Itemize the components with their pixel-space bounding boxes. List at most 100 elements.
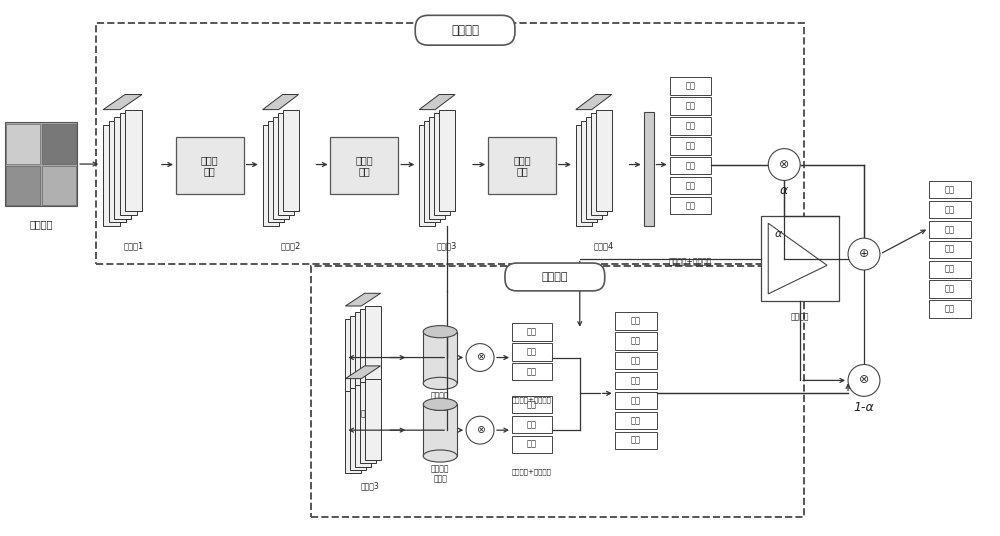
FancyBboxPatch shape xyxy=(512,323,552,340)
FancyBboxPatch shape xyxy=(6,124,40,164)
FancyBboxPatch shape xyxy=(103,125,120,226)
FancyBboxPatch shape xyxy=(360,309,376,391)
Circle shape xyxy=(848,238,880,270)
Text: 平均池化+全连接层: 平均池化+全连接层 xyxy=(512,468,552,475)
Polygon shape xyxy=(103,94,142,110)
Text: 厌恶: 厌恶 xyxy=(685,102,695,110)
FancyBboxPatch shape xyxy=(929,181,971,198)
FancyBboxPatch shape xyxy=(512,416,552,433)
Text: 通道注意
力模块: 通道注意 力模块 xyxy=(431,392,449,411)
FancyBboxPatch shape xyxy=(268,121,284,222)
FancyBboxPatch shape xyxy=(615,332,657,349)
Text: 注意力
模块: 注意力 模块 xyxy=(356,155,373,176)
Circle shape xyxy=(768,148,800,181)
Text: 1-α: 1-α xyxy=(854,401,874,414)
FancyBboxPatch shape xyxy=(512,343,552,361)
Text: 开心: 开心 xyxy=(945,245,955,254)
FancyBboxPatch shape xyxy=(355,385,371,466)
FancyBboxPatch shape xyxy=(360,382,376,464)
Text: 残差块4: 残差块4 xyxy=(594,242,614,251)
Text: 迭代次数: 迭代次数 xyxy=(791,312,809,321)
FancyBboxPatch shape xyxy=(42,124,76,164)
FancyBboxPatch shape xyxy=(415,16,515,45)
FancyBboxPatch shape xyxy=(345,391,361,473)
FancyBboxPatch shape xyxy=(350,316,366,397)
Ellipse shape xyxy=(423,450,457,462)
FancyBboxPatch shape xyxy=(591,114,607,215)
FancyBboxPatch shape xyxy=(670,197,711,214)
Text: 害怕: 害怕 xyxy=(631,356,641,365)
FancyBboxPatch shape xyxy=(120,114,137,215)
FancyBboxPatch shape xyxy=(670,98,711,115)
FancyBboxPatch shape xyxy=(644,112,654,226)
Text: 平均池化+全连接层: 平均池化+全连接层 xyxy=(512,396,552,403)
Text: 通道注意
力模块: 通道注意 力模块 xyxy=(431,464,449,483)
FancyBboxPatch shape xyxy=(670,157,711,175)
Text: 中性: 中性 xyxy=(685,201,695,210)
FancyBboxPatch shape xyxy=(512,396,552,413)
Ellipse shape xyxy=(423,325,457,338)
Text: 害怕: 害怕 xyxy=(527,347,537,356)
FancyBboxPatch shape xyxy=(615,392,657,410)
FancyBboxPatch shape xyxy=(355,312,371,394)
FancyBboxPatch shape xyxy=(176,137,244,195)
Text: 惊讶: 惊讶 xyxy=(945,285,955,294)
Text: 惊讶: 惊讶 xyxy=(631,416,641,425)
Text: 中性: 中性 xyxy=(527,440,537,449)
FancyBboxPatch shape xyxy=(488,137,556,195)
Text: 残差块2: 残差块2 xyxy=(280,242,301,251)
Text: 厌恶: 厌恶 xyxy=(631,337,641,345)
Text: 中性: 中性 xyxy=(631,436,641,445)
Text: 生气: 生气 xyxy=(685,81,695,91)
FancyBboxPatch shape xyxy=(423,404,457,456)
Text: ⊗: ⊗ xyxy=(476,352,484,362)
FancyBboxPatch shape xyxy=(596,110,612,211)
FancyBboxPatch shape xyxy=(434,114,450,215)
FancyBboxPatch shape xyxy=(581,121,597,222)
FancyBboxPatch shape xyxy=(6,166,40,205)
FancyBboxPatch shape xyxy=(586,117,602,219)
Text: 厌恶: 厌恶 xyxy=(945,205,955,214)
FancyBboxPatch shape xyxy=(42,166,76,205)
FancyBboxPatch shape xyxy=(365,378,381,460)
Text: 注意力
模块: 注意力 模块 xyxy=(201,155,219,176)
Text: 悲伤: 悲伤 xyxy=(631,396,641,405)
FancyBboxPatch shape xyxy=(929,260,971,278)
FancyBboxPatch shape xyxy=(615,431,657,449)
FancyBboxPatch shape xyxy=(419,125,435,226)
Text: 厌恶: 厌恶 xyxy=(527,400,537,409)
Text: 生气: 生气 xyxy=(631,316,641,325)
FancyBboxPatch shape xyxy=(512,436,552,453)
FancyBboxPatch shape xyxy=(125,110,142,211)
Text: 惊讶: 惊讶 xyxy=(685,181,695,190)
Text: 中性: 中性 xyxy=(945,304,955,314)
Circle shape xyxy=(466,344,494,371)
Ellipse shape xyxy=(423,398,457,411)
FancyBboxPatch shape xyxy=(505,263,605,291)
Text: 注意力
模块: 注意力 模块 xyxy=(513,155,531,176)
FancyBboxPatch shape xyxy=(278,114,294,215)
FancyBboxPatch shape xyxy=(114,117,131,219)
FancyBboxPatch shape xyxy=(423,332,457,383)
Text: 悲伤: 悲伤 xyxy=(945,265,955,274)
FancyBboxPatch shape xyxy=(283,110,299,211)
Text: 残差块1: 残差块1 xyxy=(124,242,144,251)
FancyBboxPatch shape xyxy=(429,117,445,219)
FancyBboxPatch shape xyxy=(424,121,440,222)
FancyBboxPatch shape xyxy=(512,363,552,381)
Text: 悲伤: 悲伤 xyxy=(685,161,695,170)
FancyBboxPatch shape xyxy=(929,201,971,218)
Text: 输入图像: 输入图像 xyxy=(30,219,53,229)
Text: ⊗: ⊗ xyxy=(779,158,789,170)
Text: 主干网络: 主干网络 xyxy=(451,24,479,37)
Polygon shape xyxy=(345,366,381,378)
FancyBboxPatch shape xyxy=(615,412,657,429)
Text: 残差块3: 残差块3 xyxy=(361,481,380,490)
FancyBboxPatch shape xyxy=(615,312,657,330)
Ellipse shape xyxy=(423,377,457,390)
Polygon shape xyxy=(576,94,612,110)
FancyBboxPatch shape xyxy=(615,372,657,389)
FancyBboxPatch shape xyxy=(929,221,971,238)
FancyBboxPatch shape xyxy=(439,110,455,211)
Polygon shape xyxy=(345,293,381,306)
